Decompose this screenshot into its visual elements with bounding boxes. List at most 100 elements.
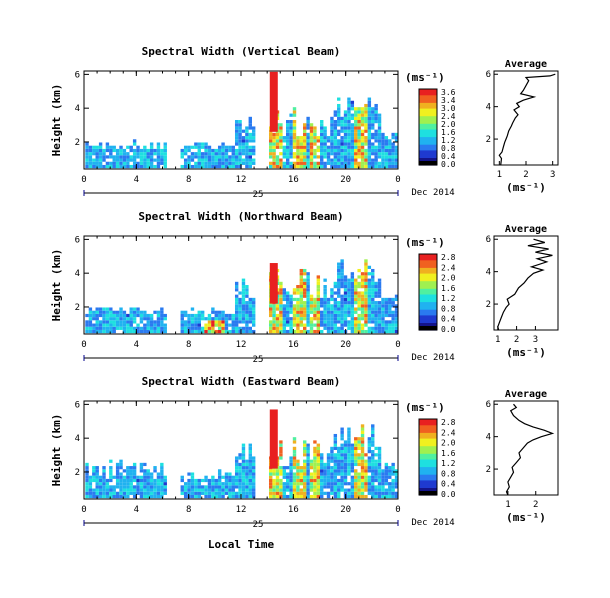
profile-line [498,73,556,166]
y-tick-label: 6 [75,235,80,245]
colorbar-segment [419,426,437,430]
profile-title: Average [505,389,547,400]
colorbar-segment [419,453,437,456]
colorbar-tick-label: 0.0 [441,325,456,334]
colorbar-segment [419,104,437,107]
colorbar-segment [419,439,437,443]
colorbar-segment [419,311,437,314]
colorbar-tick-label: 0.8 [441,144,456,153]
colorbar-segment [419,434,437,437]
profile-y-tick-label: 4 [486,268,491,278]
colorbar-segment [419,424,437,428]
colorbar-segment [419,273,437,276]
echo-column [269,71,278,132]
colorbar-segment [419,295,437,299]
colorbar-segment [419,445,437,449]
x-tick-label: 4 [134,175,139,185]
colorbar-segment [419,144,437,147]
profile-x-tick-label: 1 [497,170,502,180]
colorbar-segment [419,155,437,158]
colorbar-segment [419,462,437,466]
colorbar-segment [419,149,437,153]
colorbar-segment [419,481,437,485]
profile-y-tick-label: 2 [486,135,491,145]
x-tick-label: 0 [81,175,86,185]
colorbar-segment [419,121,437,124]
x-tick-label: 8 [186,505,191,515]
colorbar-segment [419,324,437,327]
colorbar-segment [419,432,437,435]
x-tick-label: 0 [395,340,400,350]
day-label: 25 [253,355,264,365]
profile-x-tick-label: 2 [533,500,538,510]
colorbar-tick-label: 1.6 [441,449,456,458]
figure-xlabel: Local Time [208,538,275,551]
colorbar-tick-label: 1.6 [441,128,456,137]
colorbar-segment [419,460,437,464]
panel-title: Spectral Width (Vertical Beam) [142,45,341,58]
colorbar-segment [419,113,437,117]
colorbar-segment [419,303,437,306]
profile-y-tick-label: 6 [486,235,491,245]
colorbar-segment [419,307,437,310]
colorbar-floor [419,161,437,165]
colorbar-segment [419,128,437,132]
colorbar-segment [419,282,437,285]
colorbar-tick-label: 0.0 [441,160,456,169]
x-tick-label: 0 [395,175,400,185]
colorbar-segment [419,290,437,293]
colorbar-segment [419,278,437,282]
colorbar-frame [418,88,438,166]
colorbar-segment [419,472,437,475]
y-axis-label: Height (km) [50,414,63,487]
colorbar-segment [419,305,437,308]
colorbar-segment [419,98,437,101]
colorbar-segment [419,485,437,488]
colorbar-segment [419,314,437,318]
echo-column [269,409,278,469]
colorbar-segment [419,274,437,278]
panel-3: Spectral Width (Eastward Beam) Height (km… [50,375,559,530]
colorbar-segment [419,100,437,103]
heatmap-field [85,409,399,499]
colorbar-tick-label: 2.0 [441,120,456,129]
colorbar-segment [419,419,437,422]
colorbar-segment [419,106,437,109]
colorbar-segment [419,470,437,473]
profile-y-tick-label: 6 [486,70,491,80]
colorbar-segment [419,115,437,119]
colorbar-frame [418,418,438,496]
panel-title: Spectral Width (Northward Beam) [138,210,343,223]
date-label: Dec 2014 [411,353,454,363]
colorbar-segment [419,276,437,280]
colorbar-segment [419,430,437,433]
y-tick-label: 4 [75,434,80,444]
colorbar-segment [419,259,437,263]
colorbar-tick-label: 1.2 [441,294,456,303]
colorbar-segment [419,146,437,149]
colorbar-unit: (ms⁻¹) [405,71,445,84]
colorbar-segment [419,420,437,424]
colorbar-segment [419,269,437,272]
profile-x-tick-label: 2 [514,335,519,345]
colorbar-unit: (ms⁻¹) [405,401,445,414]
colorbar-segment [419,134,437,138]
y-tick-label: 2 [75,138,80,148]
x-tick-label: 16 [288,175,299,185]
colorbar-segment [419,483,437,487]
colorbar-segment [419,108,437,111]
colorbar-segment [419,322,437,325]
colorbar-segment [419,92,437,96]
colorbar-segment [419,140,437,143]
colorbar-segment [419,476,437,479]
colorbar-segment [419,147,437,151]
colorbar-segment [419,489,437,492]
profile-xlabel: (ms⁻¹) [506,511,546,524]
colorbar-segment [419,159,437,162]
colorbar-segment [419,436,437,439]
day-label: 25 [253,190,264,200]
colorbar-segment [419,261,437,265]
colorbar-tick-label: 2.4 [441,428,456,437]
colorbar-segment [419,284,437,287]
